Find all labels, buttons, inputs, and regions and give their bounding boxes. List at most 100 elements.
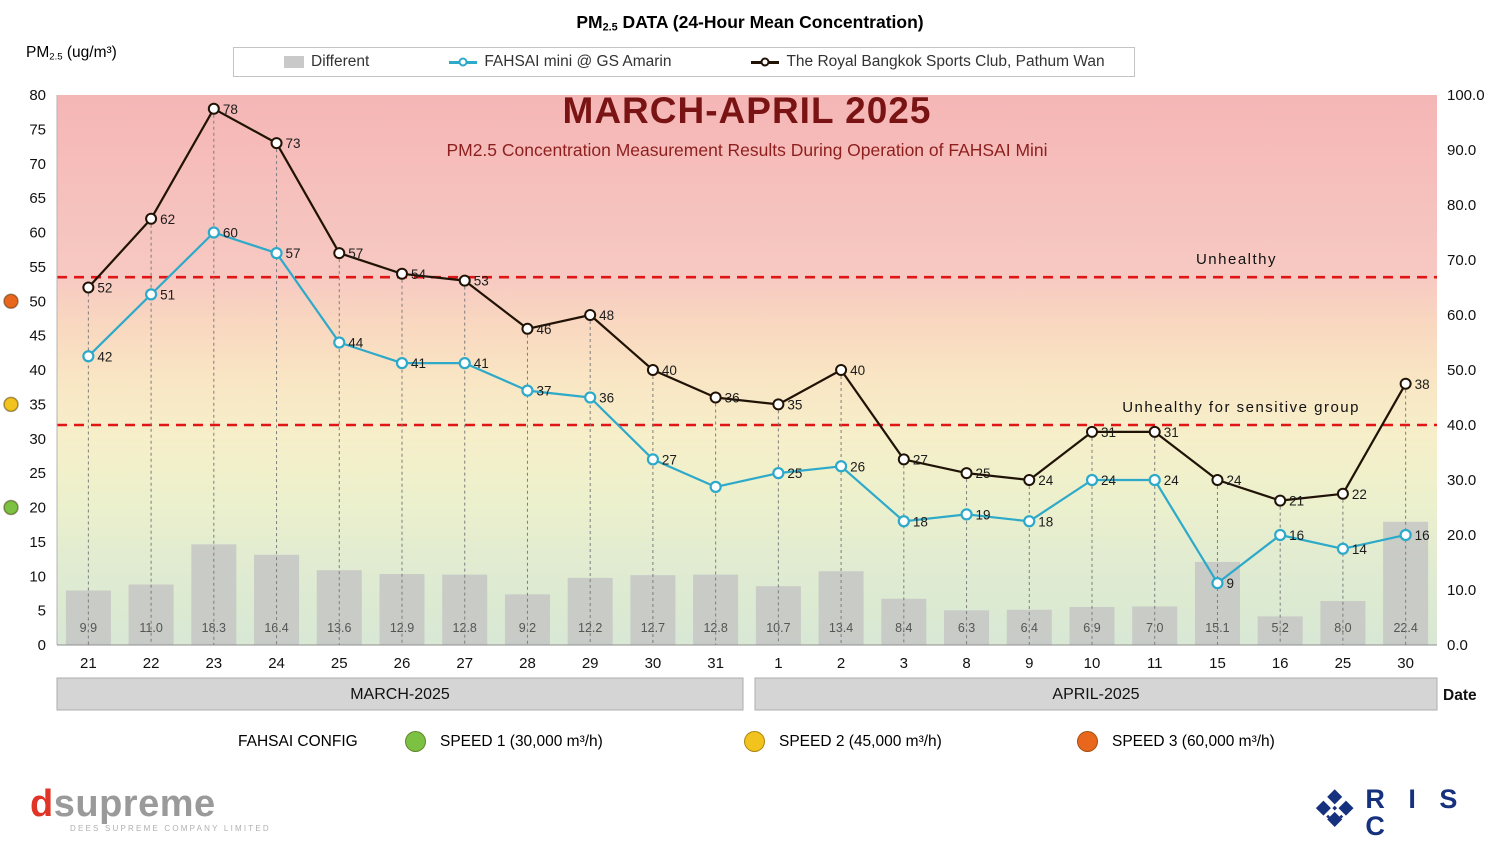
fahsai-point (207, 226, 220, 239)
bar-swatch-icon (284, 56, 304, 68)
right-axis-tick: 60.0 (1447, 307, 1476, 324)
right-axis-tick: 70.0 (1447, 252, 1476, 269)
month-band-label: MARCH-2025 (350, 686, 450, 703)
right-axis-tick: 0.0 (1447, 637, 1468, 654)
bar-value-label: 9.9 (80, 621, 97, 635)
right-axis-tick: 100.0 (1447, 87, 1485, 104)
right-axis-tick: 30.0 (1447, 472, 1476, 489)
legend-label-fahsai: FAHSAI mini @ GS Amarin (484, 53, 672, 70)
fahsai-point (1399, 528, 1412, 542)
y-axis-label-suffix: (ug/m³) (62, 44, 117, 61)
speed-3-label: SPEED 3 (60,000 m³/h) (1112, 733, 1275, 750)
fahsai-point-label: 41 (474, 356, 489, 371)
fahsai-point-label: 57 (286, 246, 301, 261)
royal-point-label: 73 (286, 136, 301, 151)
x-axis-date-label: 8 (962, 655, 970, 672)
royal-point (521, 322, 534, 335)
left-axis-tick: 60 (29, 225, 46, 242)
fahsai-point (1085, 473, 1099, 487)
bar-different (944, 610, 990, 645)
royal-point (897, 453, 910, 466)
legend-label-royal: The Royal Bangkok Sports Club, Pathum Wa… (786, 53, 1105, 70)
fahsai-point-label: 26 (850, 459, 865, 474)
royal-point (835, 364, 848, 376)
royal-point (646, 364, 659, 376)
fahsai-point-label: 36 (599, 391, 614, 406)
left-axis-tick: 30 (29, 431, 46, 448)
fahsai-point-label: 51 (160, 287, 175, 302)
plot-background (57, 95, 1437, 645)
threshold-label-sensitive-group: Unhealthy for sensitive group (1122, 399, 1360, 416)
x-axis-date-label: 25 (1335, 655, 1352, 672)
fahsai-point-label: 14 (1352, 542, 1368, 557)
fahsai-point (82, 350, 95, 363)
left-axis-tick: 80 (29, 87, 46, 104)
royal-point-label: 25 (976, 466, 991, 481)
speed-2-label: SPEED 2 (45,000 m³/h) (779, 733, 942, 750)
royal-point-label: 78 (223, 102, 238, 117)
month-band-label: APRIL-2025 (1052, 686, 1139, 703)
bar-value-label: 12.8 (453, 621, 477, 635)
axis-speed-2-dot-icon (3, 396, 19, 413)
y-axis-label: PM2.5 (ug/m³) (26, 44, 117, 62)
fahsai-point-label: 24 (1101, 473, 1117, 488)
right-axis-tick: 50.0 (1447, 362, 1476, 379)
x-axis-date-label: 30 (645, 655, 662, 672)
pm25-chart: 9.9 11.0 18.3 16.4 13.6 12.9 12.8 9.2 12.2 12.7 12… (3, 87, 1485, 711)
threshold-label-unhealthy: Unhealthy (1196, 251, 1277, 268)
royal-point-label: 62 (160, 212, 175, 227)
left-axis-tick: 65 (29, 190, 46, 207)
legend-item-royal: The Royal Bangkok Sports Club, Pathum Wa… (751, 53, 1105, 71)
x-axis-date-label: 26 (394, 655, 411, 672)
dsupreme-d: d (30, 783, 54, 825)
x-axis-date-label: 16 (1272, 655, 1289, 672)
bar-value-label: 22.4 (1393, 621, 1417, 635)
left-axis-tick: 35 (29, 396, 46, 413)
royal-point-label: 21 (1289, 494, 1304, 509)
right-axis-tick: 90.0 (1447, 142, 1476, 159)
x-axis-date-label: 29 (582, 655, 599, 672)
royal-point (1086, 425, 1098, 438)
royal-point-label: 40 (662, 363, 677, 378)
fahsai-point (834, 460, 848, 473)
fahsai-point-label: 25 (787, 466, 802, 481)
royal-point-label: 52 (97, 281, 112, 296)
royal-point (1148, 425, 1161, 438)
fahsai-point-label: 24 (1164, 473, 1180, 488)
bar-different (818, 571, 864, 645)
royal-point-label: 38 (1415, 377, 1430, 392)
right-axis-tick: 20.0 (1447, 527, 1476, 544)
left-axis-tick: 25 (29, 465, 46, 482)
fahsai-line-swatch-icon (449, 57, 478, 67)
x-axis-date-label: 15 (1209, 655, 1226, 672)
royal-point-label: 22 (1352, 487, 1367, 502)
royal-point (960, 467, 973, 480)
bar-value-label: 15.1 (1205, 621, 1229, 635)
fahsai-point (270, 247, 283, 260)
dsupreme-rest: supreme (53, 783, 216, 825)
bar-value-label: 6.9 (1083, 621, 1100, 635)
fahsai-point-label: 42 (97, 349, 112, 364)
fahsai-point (144, 288, 158, 301)
fahsai-point-label: 16 (1289, 528, 1304, 543)
x-axis-date-label: 28 (519, 655, 536, 672)
x-axis-date-label: 23 (205, 655, 222, 672)
royal-point-label: 48 (599, 308, 614, 323)
royal-point (333, 247, 346, 260)
chart-title: MARCH-APRIL 2025 (563, 90, 932, 131)
royal-point-label: 31 (1101, 425, 1116, 440)
bar-value-label: 6.4 (1021, 621, 1038, 635)
royal-point-label: 31 (1164, 425, 1179, 440)
fahsai-point-label: 41 (411, 356, 426, 371)
royal-line (87, 107, 1407, 502)
fahsai-point (709, 480, 722, 493)
fahsai-point (458, 357, 471, 370)
fahsai-point (646, 453, 660, 466)
x-axis-date-label: 1 (774, 655, 782, 672)
y-axis-label-prefix: PM (26, 44, 50, 61)
x-axis-date-label: 24 (268, 655, 285, 672)
axis-speed-1-dot-icon (3, 499, 19, 516)
royal-line-swatch-icon (751, 57, 780, 67)
fahsai-point-label: 9 (1226, 576, 1234, 591)
